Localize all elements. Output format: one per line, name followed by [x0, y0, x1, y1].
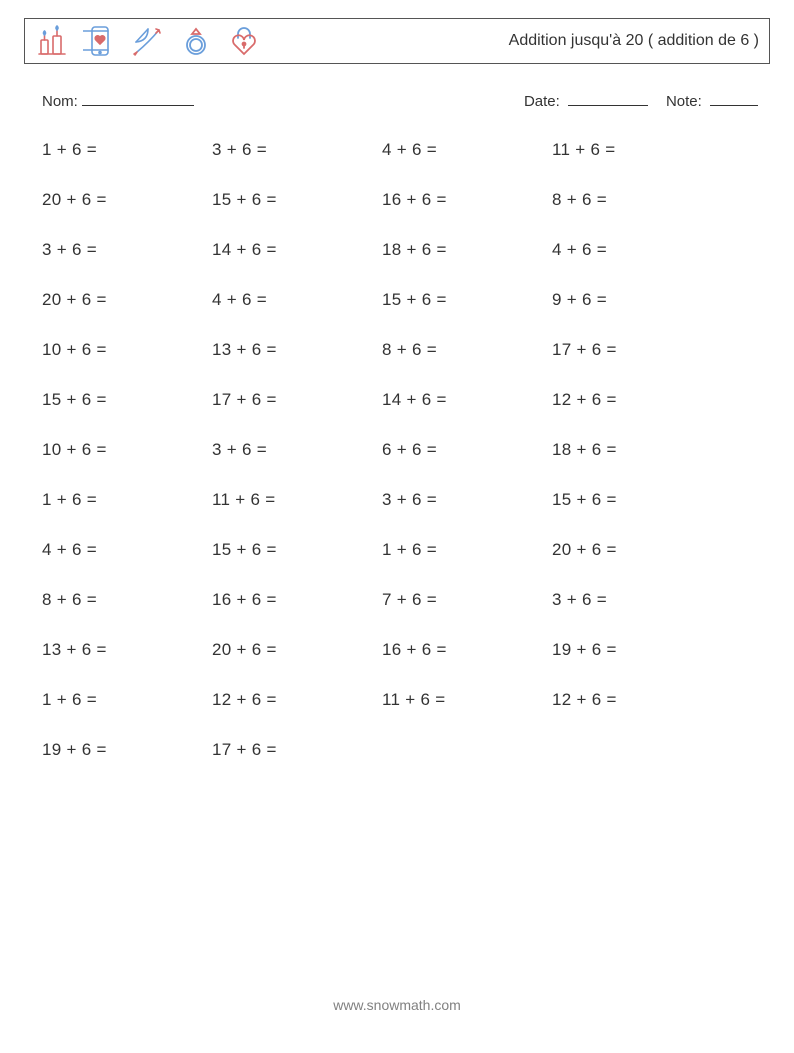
problem-cell: 13 + 6 =: [42, 640, 212, 660]
problem-cell: 3 + 6 =: [212, 140, 382, 160]
problem-cell: 14 + 6 =: [212, 240, 382, 260]
problem-cell: 6 + 6 =: [382, 440, 552, 460]
problem-cell: 1 + 6 =: [42, 690, 212, 710]
note-group: Note:: [666, 90, 758, 110]
info-row: Nom: Date: Note:: [42, 90, 758, 110]
heart-lock-icon: [227, 24, 261, 58]
candles-icon: [35, 24, 69, 58]
problem-cell: 15 + 6 =: [212, 190, 382, 210]
date-group: Date:: [524, 90, 648, 110]
ring-icon: [179, 24, 213, 58]
problem-cell: 11 + 6 =: [212, 490, 382, 510]
problem-cell: 17 + 6 =: [212, 740, 382, 760]
problem-cell: 17 + 6 =: [552, 340, 722, 360]
header-icons: [35, 24, 261, 58]
problem-cell: 1 + 6 =: [42, 140, 212, 160]
problem-cell: 20 + 6 =: [552, 540, 722, 560]
problem-cell: 10 + 6 =: [42, 440, 212, 460]
problem-cell: 4 + 6 =: [382, 140, 552, 160]
problem-cell: 11 + 6 =: [382, 690, 552, 710]
problem-cell: 16 + 6 =: [382, 190, 552, 210]
problem-cell: 1 + 6 =: [382, 540, 552, 560]
problem-cell: 1 + 6 =: [42, 490, 212, 510]
date-blank[interactable]: [568, 90, 648, 106]
problem-cell: 15 + 6 =: [382, 290, 552, 310]
problem-cell: 7 + 6 =: [382, 590, 552, 610]
problem-cell: 3 + 6 =: [552, 590, 722, 610]
date-label: Date:: [524, 93, 560, 110]
problem-cell: 8 + 6 =: [42, 590, 212, 610]
problem-cell: 18 + 6 =: [382, 240, 552, 260]
footer-url: www.snowmath.com: [0, 997, 794, 1013]
problem-cell: 4 + 6 =: [42, 540, 212, 560]
problem-cell: 16 + 6 =: [212, 590, 382, 610]
worksheet-title: Addition jusqu'à 20 ( addition de 6 ): [509, 32, 759, 50]
problem-cell: 18 + 6 =: [552, 440, 722, 460]
problem-cell: 15 + 6 =: [42, 390, 212, 410]
problem-cell: 15 + 6 =: [552, 490, 722, 510]
problem-cell: 3 + 6 =: [212, 440, 382, 460]
note-blank[interactable]: [710, 90, 758, 106]
problem-cell: 9 + 6 =: [552, 290, 722, 310]
problem-cell: 14 + 6 =: [382, 390, 552, 410]
info-left: Nom:: [42, 90, 194, 110]
problem-cell: 12 + 6 =: [212, 690, 382, 710]
problems-grid: 1 + 6 =3 + 6 =4 + 6 =11 + 6 =20 + 6 =15 …: [42, 140, 770, 760]
problem-cell: 17 + 6 =: [212, 390, 382, 410]
phone-heart-icon: [83, 24, 117, 58]
bow-arrow-icon: [131, 24, 165, 58]
problem-cell: 20 + 6 =: [42, 190, 212, 210]
problem-cell: 20 + 6 =: [212, 640, 382, 660]
problem-cell: 8 + 6 =: [382, 340, 552, 360]
name-label: Nom:: [42, 93, 78, 110]
problem-cell: 12 + 6 =: [552, 390, 722, 410]
problem-cell: 11 + 6 =: [552, 140, 722, 160]
problem-cell: 4 + 6 =: [552, 240, 722, 260]
problem-cell: 19 + 6 =: [42, 740, 212, 760]
problem-cell: 20 + 6 =: [42, 290, 212, 310]
problem-cell: 3 + 6 =: [42, 240, 212, 260]
problem-cell: 10 + 6 =: [42, 340, 212, 360]
header-box: Addition jusqu'à 20 ( addition de 6 ): [24, 18, 770, 64]
name-blank[interactable]: [82, 90, 194, 106]
note-label: Note:: [666, 93, 702, 110]
worksheet-page: Addition jusqu'à 20 ( addition de 6 ) No…: [0, 0, 794, 1053]
info-right: Date: Note:: [524, 90, 758, 110]
problem-cell: 12 + 6 =: [552, 690, 722, 710]
problem-cell: 16 + 6 =: [382, 640, 552, 660]
problem-cell: 13 + 6 =: [212, 340, 382, 360]
problem-cell: 8 + 6 =: [552, 190, 722, 210]
problem-cell: 19 + 6 =: [552, 640, 722, 660]
problem-cell: 15 + 6 =: [212, 540, 382, 560]
problem-cell: 4 + 6 =: [212, 290, 382, 310]
problem-cell: 3 + 6 =: [382, 490, 552, 510]
